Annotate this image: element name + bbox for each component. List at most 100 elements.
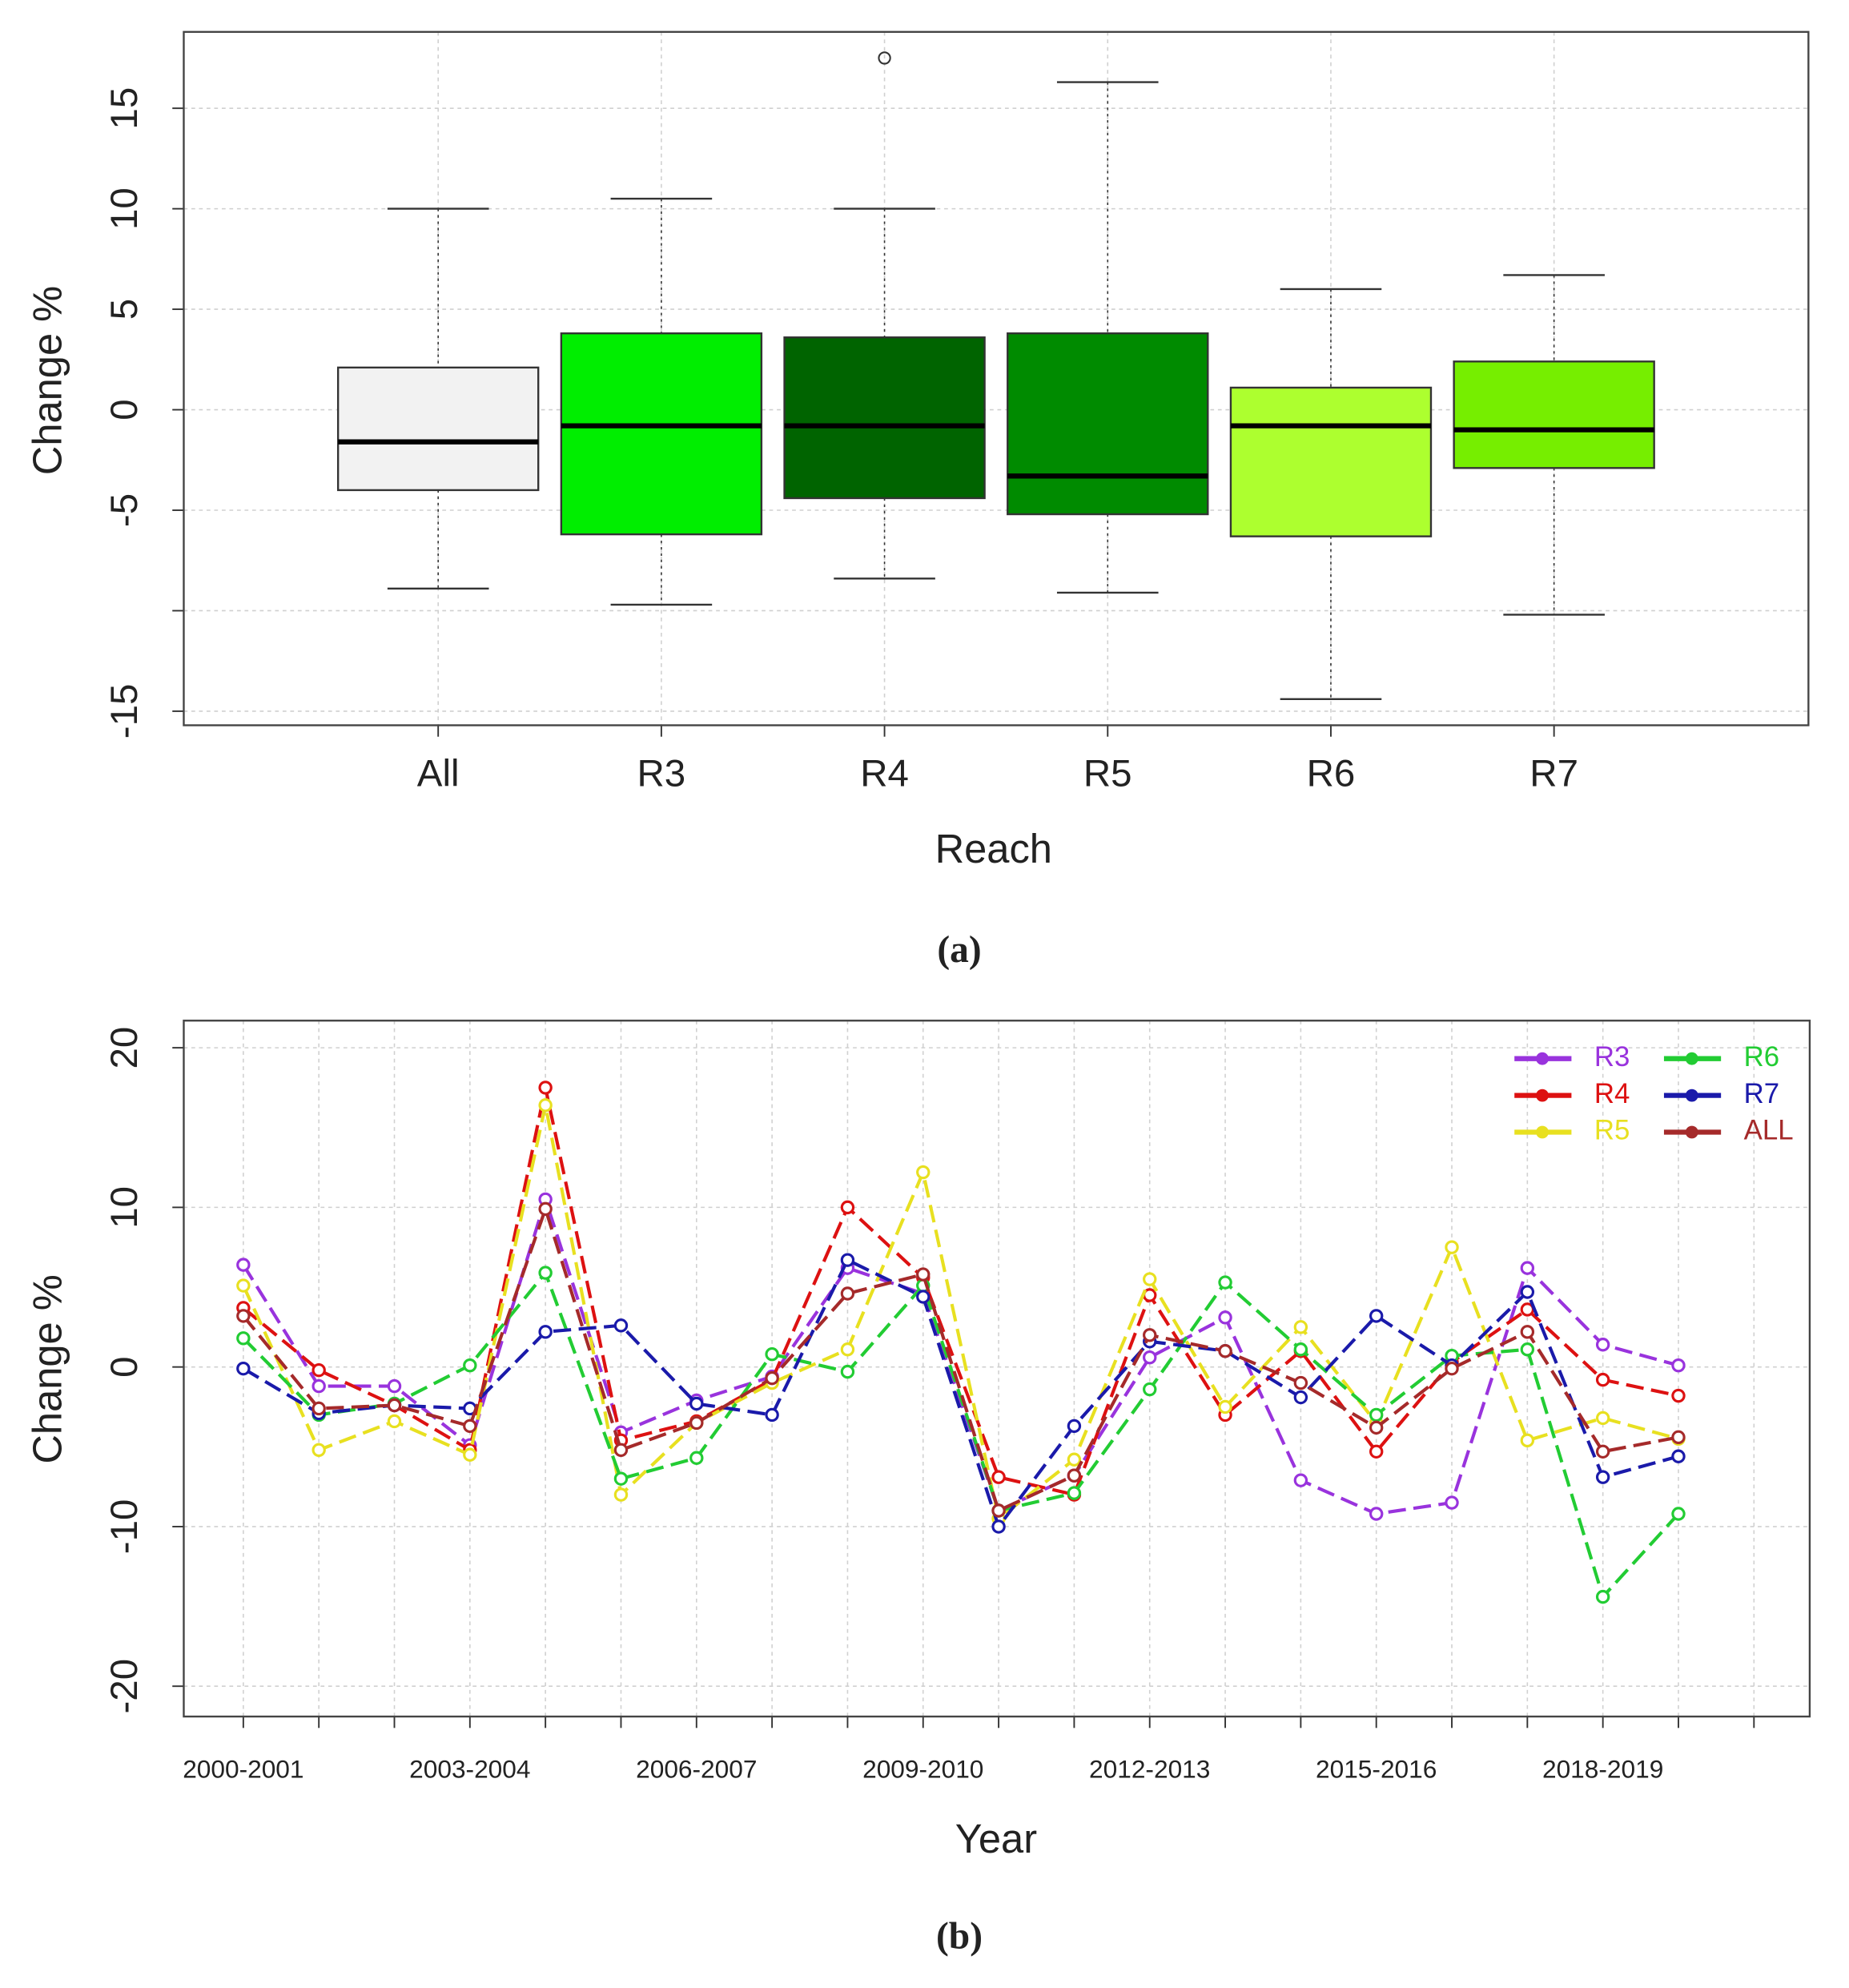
plot-frame [183, 30, 1810, 726]
series-line [242, 1258, 1679, 1531]
point [1671, 1449, 1686, 1463]
point [613, 1443, 629, 1457]
x-tick-label: 2015-2016 [1316, 1754, 1437, 1783]
point [1218, 1310, 1232, 1325]
outlier [878, 51, 891, 65]
point [1520, 1433, 1535, 1448]
point [840, 1364, 855, 1379]
point [236, 1309, 251, 1323]
point [840, 1200, 855, 1215]
point [387, 1398, 402, 1413]
caption: (b) [936, 1916, 983, 1958]
point [1445, 1361, 1459, 1376]
x-tick-label: R4 [860, 752, 909, 795]
point [916, 1267, 931, 1282]
point [463, 1358, 477, 1373]
point [1595, 1470, 1610, 1484]
point [1143, 1350, 1157, 1365]
point [1067, 1486, 1082, 1500]
point [991, 1470, 1006, 1484]
point [1293, 1342, 1308, 1357]
point [1369, 1309, 1384, 1323]
point [1067, 1452, 1082, 1467]
point [1369, 1444, 1384, 1459]
x-tick-label: R5 [1083, 752, 1132, 795]
point [1671, 1358, 1686, 1373]
plot-frame [183, 1020, 1811, 1718]
x-tick-label: R7 [1529, 752, 1578, 795]
point [538, 1098, 553, 1113]
legend-label: R5 [1594, 1115, 1630, 1146]
point [689, 1415, 704, 1431]
point [387, 1378, 402, 1394]
point [1369, 1407, 1384, 1423]
y-tick-label: 0 [103, 399, 146, 420]
point [1595, 1372, 1610, 1387]
point [613, 1471, 629, 1486]
box [1453, 360, 1655, 469]
y-axis-title: Change % [25, 1274, 70, 1463]
point [1293, 1320, 1308, 1334]
point [991, 1519, 1006, 1534]
point [1520, 1285, 1535, 1299]
box [783, 336, 986, 500]
point [1595, 1411, 1610, 1426]
point [1369, 1507, 1384, 1521]
point [689, 1451, 704, 1465]
legend-label: R6 [1744, 1041, 1779, 1072]
legend-dot [1536, 1125, 1549, 1139]
caption: (a) [937, 929, 981, 971]
point [1445, 1495, 1459, 1510]
x-tick-label: R6 [1307, 752, 1356, 795]
point [765, 1347, 779, 1362]
x-axis-title: Reach [935, 826, 1052, 871]
legend-dot [1685, 1052, 1698, 1065]
y-tick-label: 10 [103, 1186, 146, 1229]
point [840, 1286, 855, 1301]
point [840, 1342, 855, 1357]
point [916, 1290, 931, 1304]
x-tick-label: 2006-2007 [636, 1754, 757, 1783]
point [1218, 1344, 1232, 1358]
legend-label: ALL [1744, 1115, 1794, 1146]
point [463, 1419, 477, 1434]
y-tick-label: -10 [103, 1499, 146, 1555]
box [560, 332, 763, 536]
point [840, 1253, 855, 1267]
point [1520, 1342, 1535, 1357]
point [236, 1331, 251, 1346]
x-tick-label: R3 [637, 752, 686, 795]
point [312, 1443, 326, 1457]
x-tick-label: All [417, 752, 460, 795]
point [312, 1401, 326, 1416]
legend-dot [1685, 1089, 1698, 1102]
point [463, 1447, 477, 1462]
legend-dot [1685, 1125, 1698, 1139]
point [538, 1325, 553, 1339]
point [1369, 1420, 1384, 1435]
point [1445, 1240, 1459, 1254]
point [765, 1370, 779, 1386]
point [1143, 1328, 1157, 1342]
x-tick-label: 2000-2001 [183, 1754, 303, 1783]
point [387, 1414, 402, 1429]
point [1293, 1375, 1308, 1390]
point [613, 1318, 629, 1333]
point [538, 1081, 553, 1095]
y-tick-label: 5 [103, 299, 146, 320]
box [1007, 332, 1209, 516]
point [1520, 1261, 1535, 1275]
x-axis-title: Year [955, 1816, 1037, 1861]
point [1293, 1390, 1308, 1405]
point [1671, 1430, 1686, 1445]
point [916, 1165, 931, 1180]
series-line [241, 1105, 1679, 1522]
legend-label: R3 [1594, 1041, 1630, 1072]
y-axis-title: Change % [25, 286, 70, 475]
point [1595, 1589, 1610, 1604]
point [689, 1396, 704, 1411]
box [336, 366, 540, 492]
point [312, 1378, 326, 1394]
